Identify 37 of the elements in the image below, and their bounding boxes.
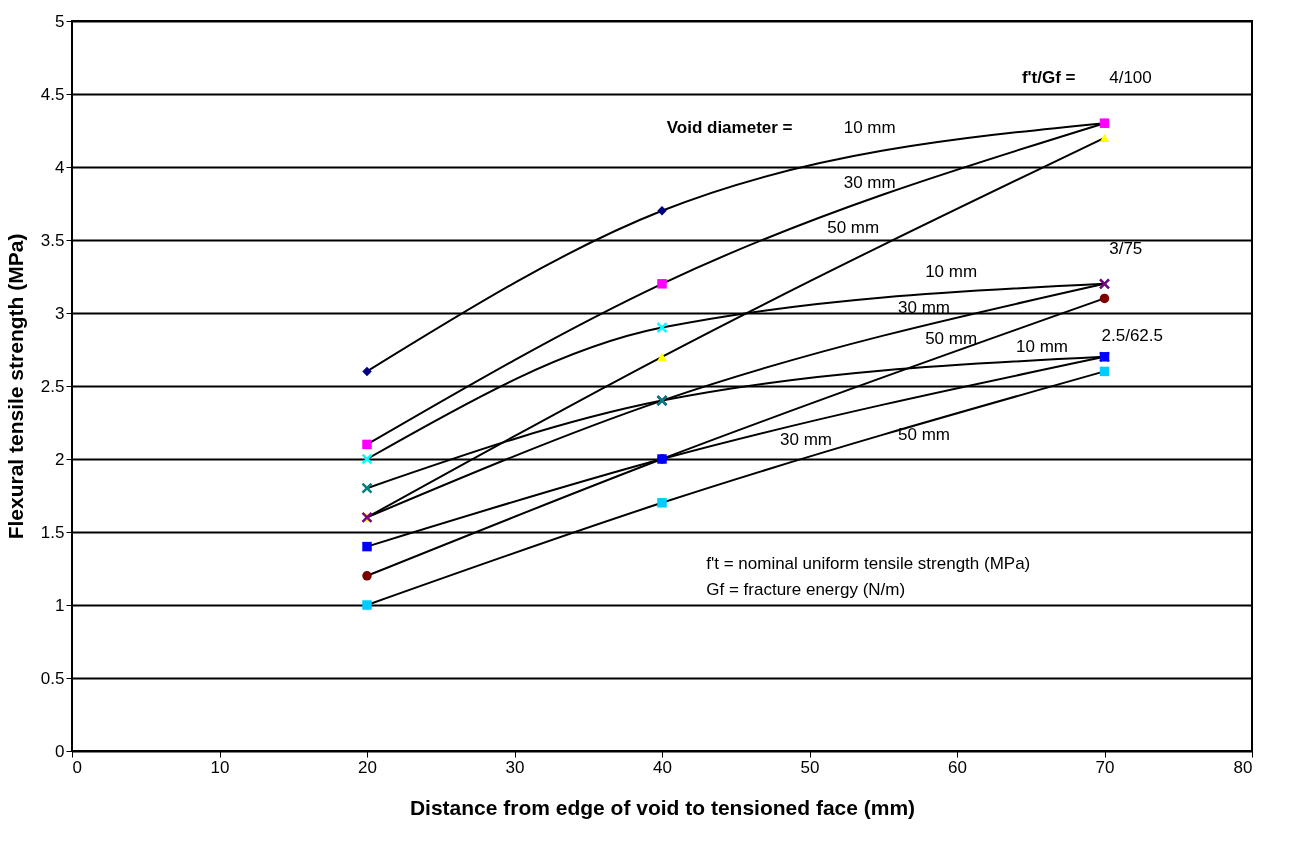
annotation: 30 mm <box>843 173 896 193</box>
annotation: 30 mm <box>780 430 832 450</box>
x-tick-label: 0 <box>72 757 82 777</box>
annotation: 4/100 <box>1109 67 1152 87</box>
annotation: 10 mm <box>1016 336 1068 356</box>
annotation: 50 mm <box>925 329 978 349</box>
y-tick-label: 2.5 <box>40 376 65 396</box>
x-tick-label: 30 <box>505 757 525 777</box>
annotation: 50 mm <box>827 217 880 237</box>
x-tick-label: 80 <box>1233 757 1253 777</box>
x-tick-label: 10 <box>210 757 230 777</box>
y-tick-label: 4.5 <box>40 84 65 104</box>
x-tick-label: 50 <box>800 757 820 777</box>
y-tick-label: 0.5 <box>40 668 65 688</box>
x-tick-label: 60 <box>948 757 967 777</box>
y-tick-label: 1 <box>55 595 65 615</box>
y-tick-label: 4 <box>55 157 65 177</box>
y-tick-label: 0 <box>55 741 65 761</box>
annotation: 30 mm <box>898 297 950 317</box>
annotation: 10 mm <box>925 262 978 282</box>
y-tick-label: 5 <box>55 11 65 31</box>
y-axis-title: Flexural tensile strength (MPa) <box>3 233 27 540</box>
annotation: Void diameter = <box>666 117 793 137</box>
x-tick-label: 20 <box>358 757 377 777</box>
y-tick-label: 1.5 <box>40 522 65 542</box>
annotation: 2.5/62.5 <box>1101 326 1163 346</box>
annotation: 3/75 <box>1109 238 1143 258</box>
x-axis-title: Distance from edge of void to tensioned face (mm) <box>409 795 916 819</box>
y-tick-label: 2 <box>55 449 65 469</box>
y-tick-label: 3.5 <box>40 230 65 250</box>
annotation: f't/Gf = <box>1021 67 1076 87</box>
annotation: 10 mm <box>843 117 896 137</box>
y-tick-label: 3 <box>55 303 65 323</box>
annotation: f't = nominal uniform tensile strength (MPa) <box>706 554 1031 574</box>
annotation: Gf = fracture energy (N/m) <box>706 580 906 600</box>
x-tick-label: 70 <box>1095 757 1115 777</box>
x-tick-label: 40 <box>653 757 672 777</box>
